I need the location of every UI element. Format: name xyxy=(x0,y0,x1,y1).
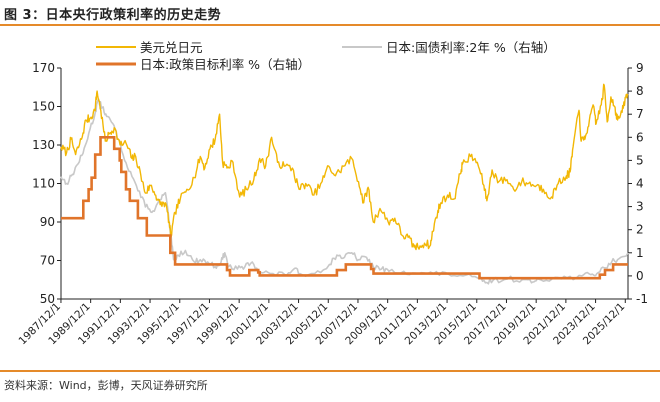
y-right-tick-label: 7 xyxy=(636,107,644,121)
series-line-jgb-2y xyxy=(60,98,629,285)
y-right-tick-label: 1 xyxy=(636,246,644,260)
y-right-tick-label: 3 xyxy=(636,200,644,214)
source-note: 资料来源：Wind，彭博，天风证券研究所 xyxy=(4,379,208,392)
bottom-rule xyxy=(0,370,660,372)
series-line-usdjpy xyxy=(60,83,629,251)
y-right-tick-label: 6 xyxy=(636,130,644,144)
y-right-tick-label: 5 xyxy=(636,153,644,167)
y-ticks-right: -1 0 1 2 3 4 5 6 7 8 9 xyxy=(628,61,648,306)
y-right-tick-label: 4 xyxy=(636,177,644,191)
y-left-tick-label: 70 xyxy=(40,254,55,268)
top-rule xyxy=(0,24,660,26)
y-left-tick-label: 90 xyxy=(40,215,55,229)
series-layer xyxy=(60,83,629,285)
y-right-tick-label: 8 xyxy=(636,84,644,98)
chart: 50 70 90 110 130 150 170 -1 0 1 2 3 4 5 6 7 8 9 1987/12/… xyxy=(17,40,648,347)
y-left-tick-label: 150 xyxy=(32,100,55,114)
y-right-tick-label: 0 xyxy=(636,269,644,283)
legend-label-jgb2y: 日本:国债利率:2年 %（右轴） xyxy=(386,40,556,55)
series-line-policy-rate xyxy=(61,136,628,280)
x-ticks: 1987/12/11989/12/11991/12/11993/12/11995… xyxy=(17,299,627,347)
y-left-tick-label: 110 xyxy=(32,177,55,191)
figure-title: 图 3：日本央行政策利率的历史走势 xyxy=(4,8,222,23)
y-left-tick-label: 50 xyxy=(40,292,55,306)
legend-label-policy: 日本:政策目标利率 %（右轴） xyxy=(140,57,310,72)
legend: 美元兑日元 日本:国债利率:2年 %（右轴） 日本:政策目标利率 %（右轴） xyxy=(96,40,556,72)
y-right-tick-label: -1 xyxy=(636,292,648,306)
y-right-tick-label: 2 xyxy=(636,223,644,237)
y-left-tick-label: 170 xyxy=(32,61,55,75)
y-left-tick-label: 130 xyxy=(32,138,55,152)
y-right-tick-label: 9 xyxy=(636,61,644,75)
y-ticks-left: 50 70 90 110 130 150 170 xyxy=(32,61,61,306)
legend-label-usdjpy: 美元兑日元 xyxy=(140,40,203,55)
